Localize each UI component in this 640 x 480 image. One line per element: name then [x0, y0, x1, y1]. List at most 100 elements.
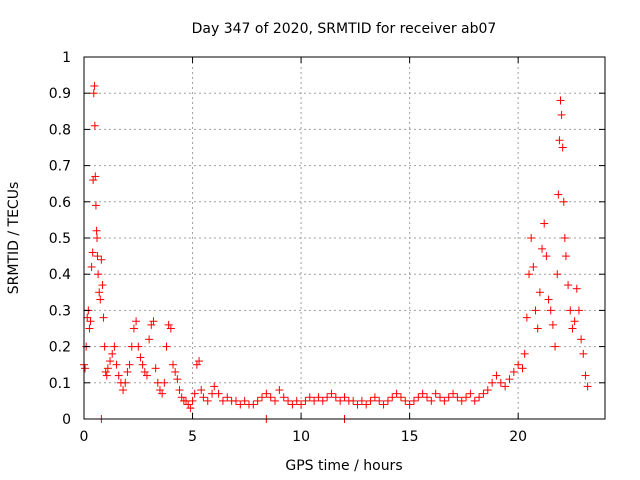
data-point — [583, 382, 592, 391]
data-point — [297, 400, 306, 409]
y-tick-label: 1 — [62, 50, 71, 66]
data-point — [164, 320, 173, 329]
y-tick-label: 0 — [62, 412, 71, 428]
data-point — [275, 386, 284, 395]
data-point — [155, 386, 164, 395]
data-point — [457, 396, 466, 405]
data-point — [529, 262, 538, 271]
data-point — [427, 396, 436, 405]
data-point — [555, 136, 564, 145]
data-point — [129, 324, 138, 333]
data-point — [366, 396, 375, 405]
data-point — [138, 360, 147, 369]
data-point — [101, 367, 110, 376]
data-point — [140, 367, 149, 376]
data-point — [559, 197, 568, 206]
data-point — [492, 371, 501, 380]
data-point — [177, 393, 186, 402]
data-point — [94, 270, 103, 279]
data-point — [169, 360, 178, 369]
data-point — [85, 324, 94, 333]
data-point — [466, 389, 475, 398]
data-point — [505, 375, 514, 384]
data-point — [323, 393, 332, 402]
data-point — [331, 393, 340, 402]
data-point — [90, 121, 99, 130]
data-point — [383, 396, 392, 405]
data-point — [195, 357, 204, 366]
y-axis-label: SRMTID / TECUs — [6, 182, 22, 295]
data-point — [288, 400, 297, 409]
chart-title: Day 347 of 2020, SRMTID for receiver ab0… — [192, 21, 497, 37]
data-point — [522, 313, 531, 322]
data-point — [88, 248, 97, 257]
data-point — [171, 367, 180, 376]
data-point — [531, 306, 540, 315]
data-point — [190, 389, 199, 398]
y-tick-label: 0.5 — [49, 231, 71, 247]
data-point — [89, 89, 98, 98]
data-point — [100, 342, 109, 351]
data-point — [210, 382, 219, 391]
data-point — [453, 393, 462, 402]
data-point — [572, 284, 581, 293]
data-point — [496, 378, 505, 387]
data-point — [362, 400, 371, 409]
data-point — [197, 386, 206, 395]
data-point — [483, 386, 492, 395]
y-tick-label: 0.1 — [49, 376, 71, 392]
data-point — [93, 234, 102, 242]
data-point — [401, 396, 410, 405]
data-point — [422, 393, 431, 402]
data-point — [418, 389, 427, 398]
data-point — [279, 393, 288, 402]
data-point — [564, 281, 573, 290]
data-point — [149, 317, 158, 326]
data-point — [357, 396, 366, 405]
data-point — [310, 396, 319, 405]
data-point — [349, 396, 358, 405]
data-point — [538, 244, 547, 253]
data-point — [558, 143, 567, 152]
data-point — [81, 364, 90, 373]
data-point — [132, 317, 141, 326]
x-tick-label: 5 — [188, 429, 197, 445]
data-point — [253, 396, 262, 405]
y-tick-label: 0.2 — [49, 340, 71, 356]
data-point — [188, 396, 197, 405]
data-point — [392, 389, 401, 398]
data-point — [449, 389, 458, 398]
data-point — [199, 393, 208, 402]
data-point — [574, 306, 583, 315]
data-point — [561, 252, 570, 261]
data-point — [551, 342, 560, 351]
data-point — [184, 400, 193, 409]
data-point — [577, 335, 586, 344]
data-point — [440, 396, 449, 405]
data-point — [102, 371, 111, 380]
data-point — [90, 81, 99, 90]
x-tick-label: 10 — [292, 429, 310, 445]
data-point — [518, 364, 527, 373]
data-point — [236, 400, 245, 409]
axis-ticks: 00.10.20.30.40.50.60.70.80.910 5 10 15 20 — [49, 50, 605, 445]
data-point — [240, 396, 249, 405]
data-point — [192, 360, 201, 369]
data-point — [388, 393, 397, 402]
data-point — [554, 190, 563, 199]
data-point — [214, 389, 223, 398]
data-point — [114, 371, 123, 380]
data-point — [542, 252, 551, 261]
data-point — [479, 389, 488, 398]
data-point — [91, 201, 100, 210]
data-point — [96, 295, 105, 304]
data-point — [488, 378, 497, 387]
data-point — [112, 360, 121, 369]
data-point — [375, 396, 384, 405]
data-point — [223, 393, 232, 402]
y-tick-label: 0.6 — [49, 195, 71, 211]
x-tick-label: 20 — [509, 429, 527, 445]
data-point — [271, 396, 280, 405]
data-point — [186, 404, 195, 413]
